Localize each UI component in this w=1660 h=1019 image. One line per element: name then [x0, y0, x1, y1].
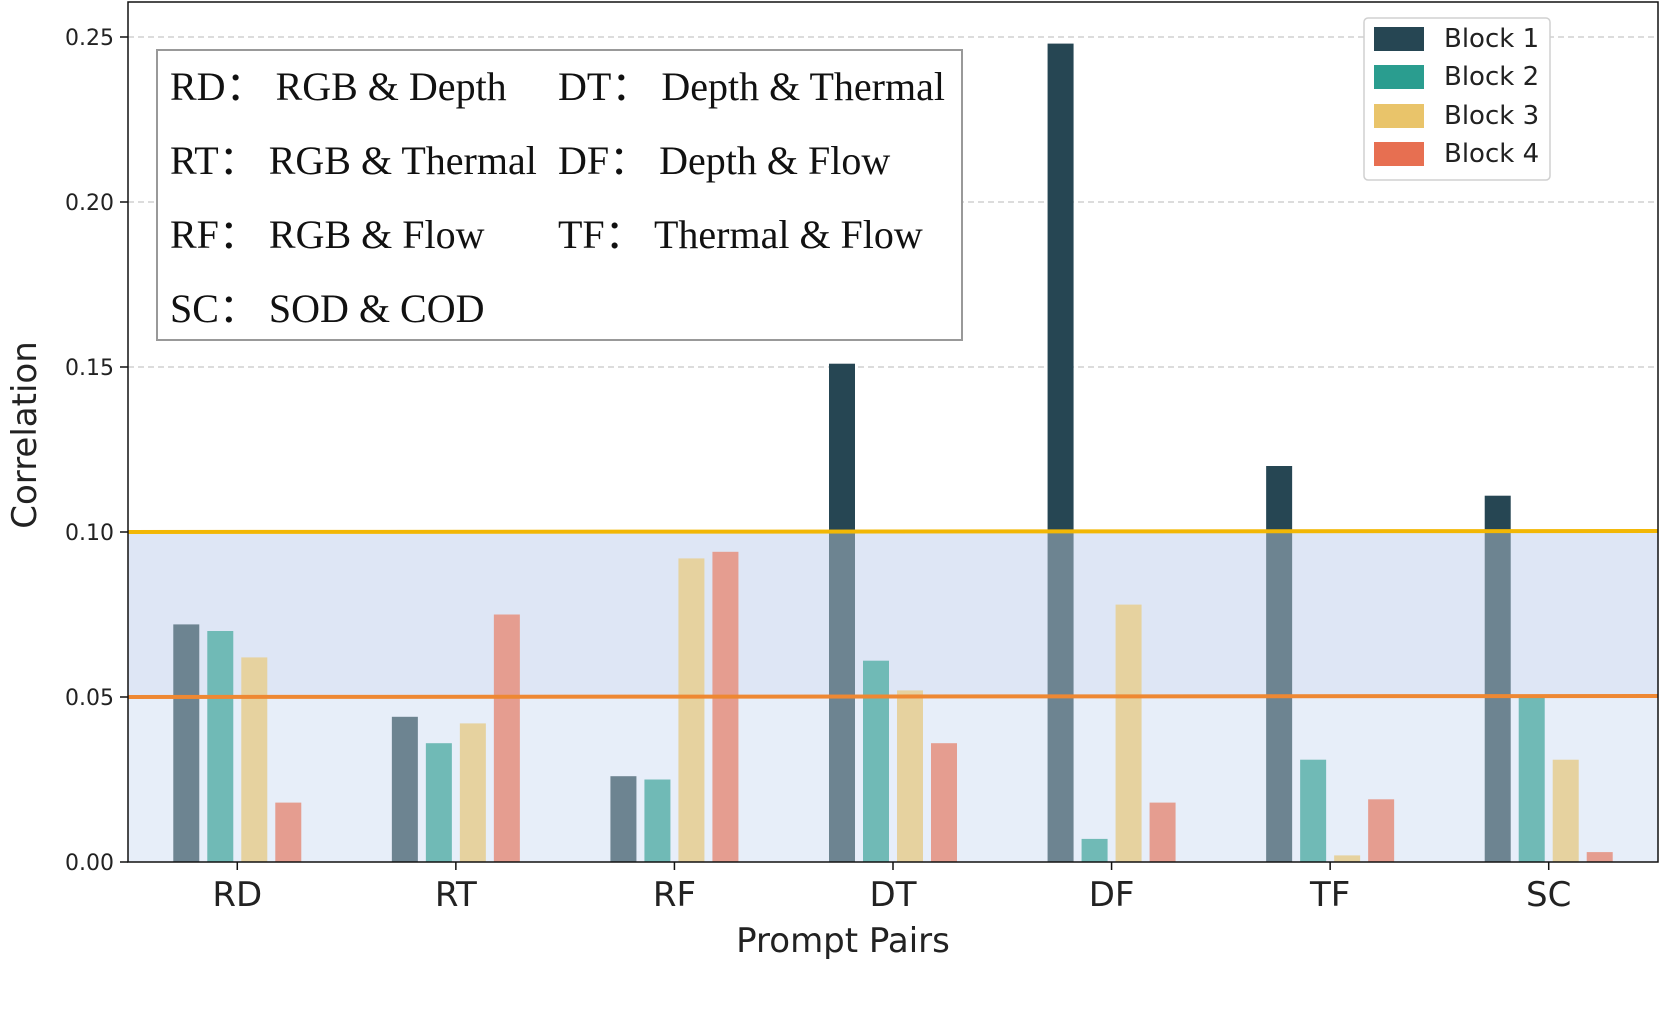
bar-sc-block-4: [1586, 852, 1613, 862]
x-axis-ticks: RD RT RF DT DF TF SC: [212, 862, 1571, 915]
bar-tf-block-3: [1334, 855, 1361, 862]
bar-rf-block-3: [678, 558, 705, 862]
bar-df-block-2: [1081, 838, 1108, 862]
legend-swatch-block-1: [1374, 27, 1424, 51]
abbr-sc: SC： SOD & COD: [170, 286, 485, 331]
bar-rt-block-2: [425, 743, 452, 862]
abbr-rf: RF： RGB & Flow: [170, 212, 485, 257]
bar-tf-block-4: [1368, 799, 1395, 862]
legend-frame: [1363, 17, 1551, 181]
x-tick-label: DT: [870, 875, 917, 915]
abbr-rt: RT： RGB & Thermal: [170, 138, 537, 183]
y-tick-label: 0.25: [65, 26, 114, 51]
bar-df-block-4: [1149, 802, 1176, 862]
x-axis-title: Prompt Pairs: [736, 921, 950, 961]
bar-sc-block-2: [1518, 697, 1545, 862]
legend-label-block-4: Block 4: [1444, 139, 1539, 169]
legend-label-block-2: Block 2: [1444, 62, 1539, 92]
bar-rd-block-4: [275, 802, 302, 862]
shaded-band-1: [128, 532, 1658, 697]
threshold-line-2: [127, 694, 1659, 699]
shaded-bands: [128, 532, 1658, 862]
x-tick-label: RF: [653, 875, 696, 915]
bar-rd-block-2: [207, 631, 234, 862]
bar-rd-block-1: [173, 624, 200, 862]
x-tick-label: DF: [1089, 875, 1135, 915]
legend-swatch-block-2: [1374, 65, 1424, 89]
bar-rf-block-2: [644, 779, 671, 862]
threshold-line-1: [127, 529, 1659, 534]
bar-dt-block-1: [829, 363, 855, 862]
bar-df-block-3: [1115, 604, 1142, 862]
threshold-lines: [127, 529, 1659, 699]
y-tick-label: 0.15: [65, 356, 114, 381]
legend-label-block-3: Block 3: [1444, 101, 1539, 131]
bar-dt-block-3: [897, 690, 923, 862]
x-tick-label: RD: [212, 875, 262, 915]
bar-df-block-1: [1047, 43, 1074, 863]
y-axis-title: Correlation: [5, 341, 45, 528]
abbr-dt: DT： Depth & Thermal: [558, 64, 945, 109]
bar-rt-block-4: [493, 614, 520, 862]
bar-rt-block-1: [391, 716, 418, 862]
abbr-df: DF： Depth & Flow: [558, 138, 890, 183]
abbreviation-box-frame: [156, 49, 963, 341]
x-tick-label: TF: [1309, 875, 1350, 915]
y-axis-ticks: 0.00 0.05 0.10 0.15 0.20 0.25: [65, 26, 128, 876]
bar-rd-block-3: [241, 657, 268, 862]
bar-dt-block-4: [931, 743, 957, 862]
legend: Block 1 Block 2 Block 3 Block 4: [1363, 17, 1551, 181]
shaded-band-2: [128, 697, 1658, 862]
bar-rf-block-4: [712, 551, 739, 862]
legend-swatch-block-4: [1374, 142, 1424, 166]
bar-rf-block-1: [610, 776, 637, 862]
abbr-rd: RD： RGB & Depth: [170, 64, 507, 109]
legend-swatch-block-3: [1374, 104, 1424, 128]
bar-rt-block-3: [459, 723, 486, 862]
bar-sc-block-1: [1484, 495, 1511, 862]
abbreviation-box: RD： RGB & Depth DT： Depth & Thermal RT： …: [156, 49, 963, 341]
y-tick-label: 0.00: [65, 851, 114, 876]
bar-sc-block-3: [1552, 759, 1579, 862]
y-tick-label: 0.05: [65, 686, 114, 711]
legend-label-block-1: Block 1: [1444, 24, 1539, 54]
bar-dt-block-2: [863, 660, 889, 862]
bar-tf-block-2: [1300, 759, 1327, 862]
y-tick-label: 0.10: [65, 521, 114, 546]
x-tick-label: SC: [1526, 875, 1571, 915]
y-tick-label: 0.20: [65, 191, 114, 216]
x-tick-label: RT: [435, 875, 477, 915]
abbr-tf: TF： Thermal & Flow: [558, 212, 923, 257]
